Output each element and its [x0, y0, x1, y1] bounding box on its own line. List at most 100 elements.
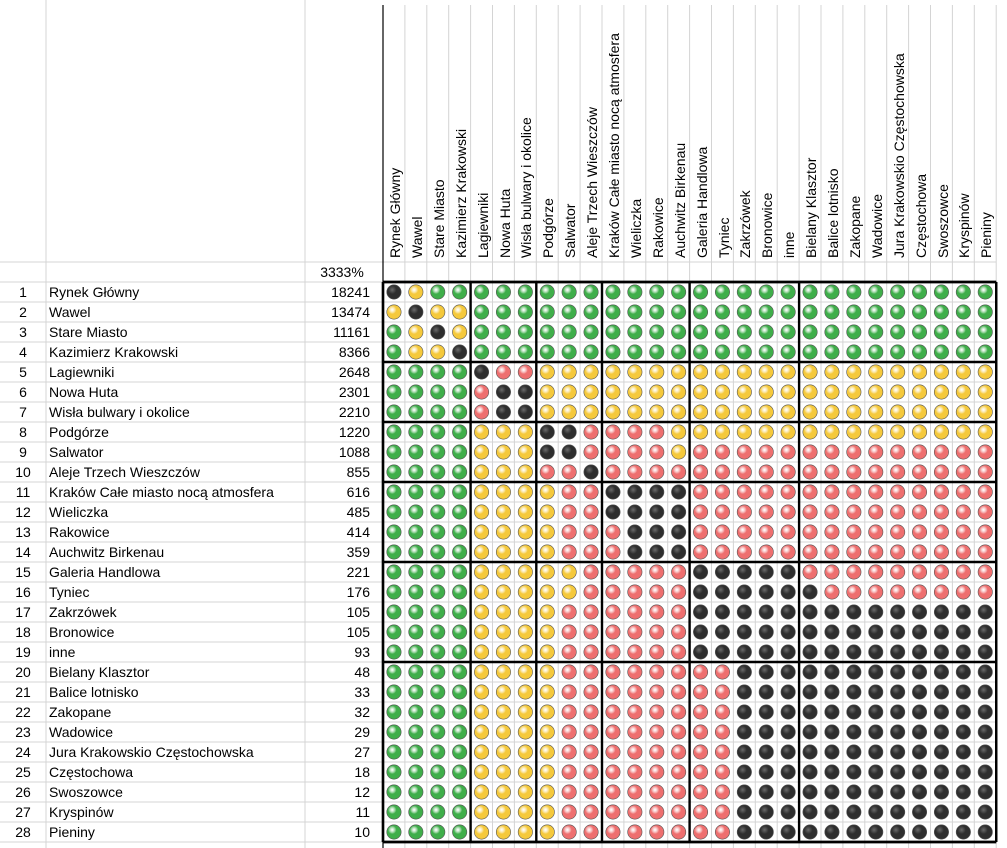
cell-dot-red [933, 484, 949, 500]
cell-dot-red [955, 564, 971, 580]
cell-dot-yellow [517, 704, 533, 720]
column-header: Kazimierz Krakowski [452, 128, 469, 258]
cell-dot-red [561, 644, 577, 660]
cell-dot-red [977, 484, 993, 500]
cell-dot-black [802, 764, 818, 780]
cell-dot-red [912, 544, 928, 560]
cell-dot-black [977, 724, 993, 740]
row-number: 15 [15, 564, 31, 580]
cell-dot-green [386, 604, 402, 620]
cell-dot-red [693, 444, 709, 460]
row-value: 1220 [338, 424, 370, 440]
cell-dot-red [912, 564, 928, 580]
cell-dot-red [671, 784, 687, 800]
cell-dot-red [693, 824, 709, 840]
column-header: Balice lotnisko [825, 168, 841, 259]
cell-dot-green [627, 324, 643, 340]
cell-dot-black [605, 484, 621, 500]
row-number: 9 [19, 444, 27, 460]
row-number: 13 [15, 524, 31, 540]
cell-dot-black [736, 644, 752, 660]
cell-dot-yellow [539, 824, 555, 840]
cell-dot-yellow [539, 624, 555, 640]
cell-dot-black [671, 524, 687, 540]
cell-dot-black [693, 604, 709, 620]
cell-dot-yellow [408, 324, 424, 340]
cell-dot-black [846, 604, 862, 620]
cell-dot-yellow [495, 524, 511, 540]
cell-dot-black [824, 744, 840, 760]
cell-dot-black [868, 684, 884, 700]
cell-dot-red [561, 784, 577, 800]
row-value: 105 [346, 624, 370, 640]
column-header: Pieniny [978, 212, 995, 258]
cell-dot-yellow [517, 484, 533, 500]
row-label: Galeria Handlowa [49, 564, 161, 580]
cell-dot-red [758, 504, 774, 520]
cell-dot-black [758, 764, 774, 780]
cell-dot-black [561, 444, 577, 460]
cell-dot-red [561, 624, 577, 640]
cell-dot-black [758, 804, 774, 820]
cell-dot-red [780, 484, 796, 500]
cell-dot-green [627, 304, 643, 320]
cell-dot-black [824, 604, 840, 620]
cell-dot-black [714, 604, 730, 620]
cell-dot-yellow [649, 404, 665, 420]
cell-dot-red [977, 584, 993, 600]
cell-dot-red [649, 464, 665, 480]
cell-dot-green [780, 324, 796, 340]
cell-dot-black [671, 484, 687, 500]
cell-dot-yellow [912, 384, 928, 400]
cell-dot-green [430, 624, 446, 640]
cell-dot-red [561, 704, 577, 720]
cell-dot-red [846, 524, 862, 540]
row-value: 11 [355, 804, 370, 820]
cell-dot-green [408, 564, 424, 580]
cell-dot-black [955, 784, 971, 800]
cell-dot-green [386, 664, 402, 680]
cell-dot-black [736, 744, 752, 760]
column-header: Wawel [408, 216, 425, 259]
cell-dot-red [912, 484, 928, 500]
cell-dot-black [736, 604, 752, 620]
cell-dot-green [386, 364, 402, 380]
cell-dot-yellow [846, 404, 862, 420]
cell-dot-black [912, 764, 928, 780]
cell-dot-black [802, 664, 818, 680]
cell-dot-red [714, 784, 730, 800]
cell-dot-red [583, 784, 599, 800]
cell-dot-red [627, 644, 643, 660]
cell-dot-green [386, 764, 402, 780]
cell-dot-yellow [583, 384, 599, 400]
cell-dot-red [671, 804, 687, 820]
cell-dot-green [693, 284, 709, 300]
cell-dot-green [474, 324, 490, 340]
cell-dot-yellow [912, 364, 928, 380]
cell-dot-black [846, 664, 862, 680]
cell-dot-red [977, 444, 993, 460]
cell-dot-red [605, 564, 621, 580]
cell-dot-black [846, 644, 862, 660]
cell-dot-black [758, 784, 774, 800]
cell-dot-green [386, 624, 402, 640]
cell-dot-yellow [539, 744, 555, 760]
cell-dot-red [627, 444, 643, 460]
cell-dot-yellow [474, 724, 490, 740]
cell-dot-black [868, 624, 884, 640]
column-header: Auchwitz Birkenau [671, 142, 688, 258]
cell-dot-green [561, 304, 577, 320]
cell-dot-black [912, 784, 928, 800]
cell-dot-red [780, 464, 796, 480]
cell-dot-yellow [955, 404, 971, 420]
cell-dot-red [933, 464, 949, 480]
cell-dot-green [868, 284, 884, 300]
cell-dot-red [627, 604, 643, 620]
column-header: Bronowice [759, 192, 776, 258]
column-header: Salwator [562, 203, 579, 258]
cell-dot-red [868, 484, 884, 500]
cell-dot-green [452, 544, 468, 560]
cell-dot-green [495, 324, 511, 340]
cell-dot-green [430, 504, 446, 520]
